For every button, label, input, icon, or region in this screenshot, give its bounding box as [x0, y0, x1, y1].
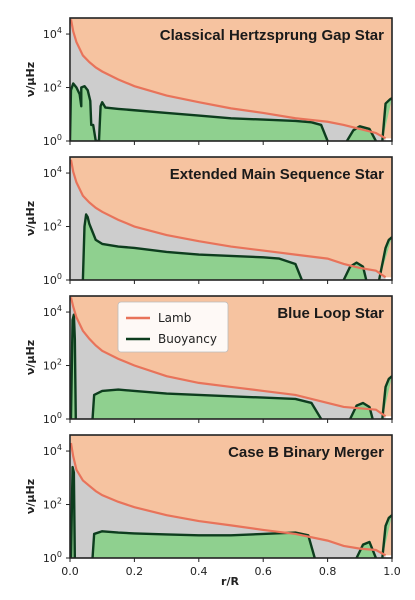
x-tick-label: 0.8 — [319, 565, 337, 578]
x-axis-label: r/R — [221, 575, 239, 588]
buoyancy-line-3 — [349, 401, 374, 419]
lamb-fill — [70, 157, 392, 278]
y-axis-label: ν/μHz — [24, 340, 37, 375]
buoyancy-fill-3 — [382, 98, 392, 141]
plot-area — [70, 435, 392, 558]
y-tick-label: 100 — [43, 272, 62, 287]
panel-title: Case B Binary Merger — [228, 444, 384, 461]
lamb-line — [70, 297, 387, 418]
x-tick-label: 0.4 — [190, 565, 208, 578]
x-tick-label: 0.0 — [61, 565, 79, 578]
x-tick-label: 1.0 — [383, 565, 401, 578]
buoyancy-fill-2 — [92, 531, 315, 558]
panel-4: Case B Binary Merger 100 102 104 ν/μHz — [24, 434, 393, 565]
plot-area — [70, 18, 392, 141]
buoyancy-fill-1 — [70, 83, 328, 141]
y-tick-label: 102 — [43, 358, 62, 373]
axes-frame — [69, 295, 393, 420]
y-tick-label: 104 — [43, 165, 62, 180]
lamb-line — [70, 159, 387, 279]
y-tick-label: 100 — [43, 550, 62, 565]
panel-title: Classical Hertzsprung Gap Star — [160, 27, 384, 44]
buoyancy-fill-2 — [92, 389, 322, 419]
buoyancy-fill-2 — [343, 262, 367, 280]
y-tick-label: 102 — [43, 497, 62, 512]
gap-region — [70, 443, 386, 558]
panel-title: Blue Loop Star — [277, 305, 384, 322]
y-tick-label: 102 — [43, 80, 62, 95]
buoyancy-fill-3 — [379, 237, 392, 280]
panel-3: Blue Loop Star 100 102 104 ν/μHz Lamb Buoyancy — [24, 295, 393, 426]
lamb-fill — [70, 18, 392, 139]
y-tick-label: 100 — [43, 411, 62, 426]
plot-area — [70, 157, 392, 280]
panel-2: Extended Main Sequence Star 100 102 104 ν/μH… — [24, 156, 393, 287]
x-tick-label: 0.2 — [126, 565, 144, 578]
x-tick-label: 0.6 — [254, 565, 272, 578]
y-axis-label: ν/μHz — [24, 479, 37, 514]
lamb-fill — [70, 435, 392, 556]
panel-title: Extended Main Sequence Star — [170, 166, 384, 183]
buoyancy-fill-1 — [82, 214, 302, 280]
buoyancy-line-2 — [91, 530, 316, 558]
buoyancy-line-3 — [377, 236, 392, 280]
panels-group: Classical Hertzsprung Gap Star 100 102 104 ν… — [24, 17, 393, 565]
buoyancy-line-2 — [342, 261, 368, 280]
axes-frame — [69, 156, 393, 281]
y-tick-label: 104 — [43, 304, 62, 319]
y-tick-label: 102 — [43, 219, 62, 234]
shared-x-axis: 0.0 0.2 0.4 0.6 0.8 1.0 — [61, 565, 401, 578]
buoyancy-line-1 — [70, 82, 329, 141]
axes-frame — [69, 434, 393, 559]
panel-1: Classical Hertzsprung Gap Star 100 102 104 ν… — [24, 17, 393, 148]
buoyancy-fill-4 — [382, 515, 392, 558]
axes-frame — [69, 17, 393, 142]
legend-label: Lamb — [158, 311, 191, 325]
buoyancy-fill-4 — [382, 376, 392, 419]
y-tick-label: 100 — [43, 133, 62, 148]
legend: Lamb Buoyancy — [117, 301, 229, 353]
buoyancy-line-4 — [381, 514, 392, 558]
lamb-line — [70, 19, 387, 140]
buoyancy-line-2 — [91, 388, 323, 419]
buoyancy-line-1 — [70, 313, 77, 419]
y-tick-label: 104 — [43, 26, 62, 41]
buoyancy-line-1 — [81, 213, 303, 280]
gap-region — [70, 297, 386, 419]
y-axis-label: ν/μHz — [24, 62, 37, 97]
y-axis-label: ν/μHz — [24, 201, 37, 236]
lamb-line — [70, 442, 387, 557]
legend-label: Buoyancy — [158, 332, 217, 346]
buoyancy-line-1 — [70, 465, 77, 558]
buoyancy-line-3 — [381, 97, 392, 141]
buoyancy-line-4 — [381, 375, 392, 419]
y-tick-label: 104 — [43, 443, 62, 458]
buoyancy-fill-3 — [350, 402, 373, 419]
